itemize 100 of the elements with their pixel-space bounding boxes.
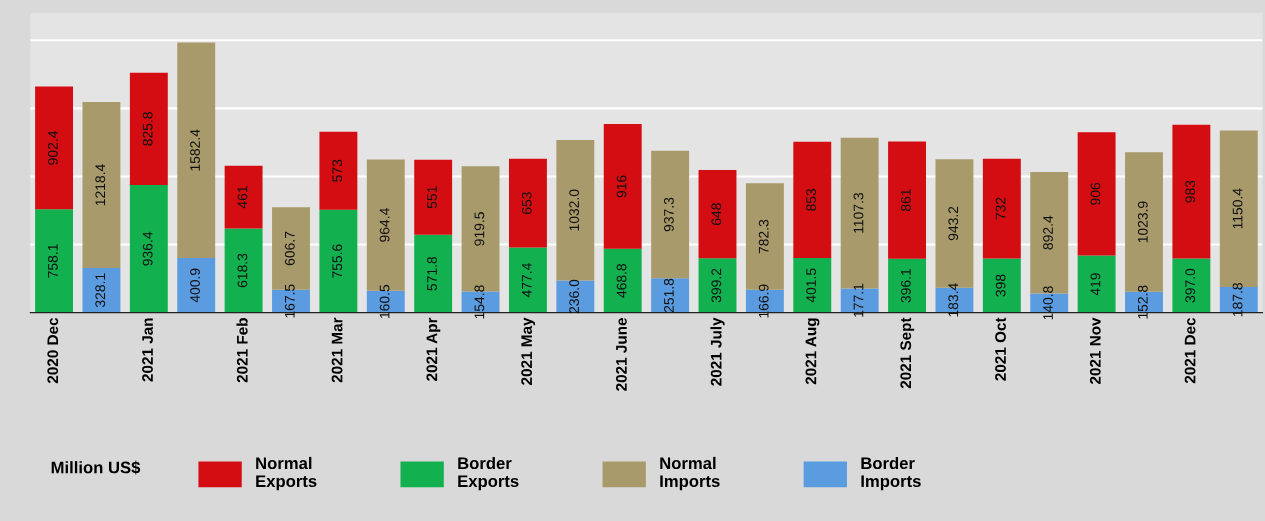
- data-label: 400.9: [190, 268, 200, 303]
- data-label: 758.1: [47, 244, 58, 278]
- data-label: 732: [995, 197, 1006, 220]
- legend-label: Normal Imports: [660, 456, 720, 491]
- data-label: 1150.4: [1232, 188, 1243, 229]
- bar: [603, 124, 642, 249]
- data-label: 916: [616, 175, 627, 198]
- data-label: 906: [1090, 182, 1101, 205]
- data-label: 937.3: [664, 197, 674, 232]
- data-label: 1218.4: [95, 164, 106, 206]
- bar: [793, 257, 832, 313]
- x-tick-label: 2020 Dec: [47, 317, 59, 384]
- data-label: 328.1: [95, 273, 106, 308]
- x-tick-label: 2021 Apr: [426, 317, 441, 381]
- data-label: 177.1: [853, 283, 864, 317]
- bar: [556, 139, 595, 281]
- bar: [1172, 124, 1211, 259]
- bar: [35, 209, 74, 313]
- data-label: 964.4: [379, 208, 390, 242]
- data-label: 902.4: [47, 130, 58, 165]
- x-tick-label: 2021 Sept: [900, 317, 915, 389]
- data-label: 461: [237, 186, 248, 209]
- bar: [177, 258, 216, 313]
- data-label: 648: [711, 203, 722, 225]
- x-tick-label: 2021 Aug: [805, 318, 820, 385]
- bar: [556, 280, 595, 313]
- data-label: 187.8: [1232, 283, 1243, 317]
- data-label: 551: [427, 186, 437, 209]
- data-label: 401.5: [806, 268, 816, 303]
- data-label: 653: [521, 192, 532, 215]
- bar: [82, 267, 121, 313]
- data-label: 152.8: [1137, 285, 1148, 319]
- bar: [129, 72, 168, 186]
- data-label: 1023.9: [1137, 201, 1148, 243]
- data-label: 477.4: [521, 263, 532, 298]
- bar: [982, 258, 1021, 313]
- data-label: 183.4: [948, 283, 959, 317]
- bar: [129, 185, 168, 313]
- data-label: 606.7: [284, 231, 295, 266]
- bar: [1077, 132, 1116, 256]
- data-label: 1032.0: [569, 189, 580, 231]
- bar: [793, 141, 832, 258]
- x-tick-label: 2021 Nov: [1089, 317, 1101, 385]
- x-tick-label: 2021 July: [710, 317, 725, 386]
- data-label: 419: [1090, 273, 1101, 296]
- bar: [651, 278, 690, 313]
- data-label: 396.1: [900, 268, 911, 303]
- bar: [35, 86, 74, 210]
- x-tick-label: 2021 Mar: [331, 317, 343, 383]
- data-label: 919.5: [474, 212, 485, 246]
- bar: [319, 131, 358, 210]
- bar: [508, 247, 547, 313]
- x-tick-label: 2021 June: [616, 317, 627, 391]
- data-label: 861: [900, 189, 911, 212]
- bar: [698, 258, 737, 313]
- data-label: 825.8: [142, 112, 153, 146]
- x-tick-label: 2021 Feb: [236, 318, 248, 383]
- data-label: 983: [1185, 180, 1196, 203]
- data-label: 397.0: [1185, 268, 1196, 303]
- data-label: 573: [332, 159, 343, 182]
- bar: [414, 234, 453, 313]
- data-label: 782.3: [758, 219, 769, 254]
- data-label: 618.3: [237, 253, 248, 288]
- bar: [698, 170, 737, 259]
- x-tick-label: 2021 Jan: [142, 318, 153, 382]
- bar: [888, 258, 927, 313]
- bar: [319, 209, 358, 313]
- data-label: 1582.4: [190, 129, 200, 171]
- data-label: 853: [806, 188, 816, 211]
- data-label: 571.8: [427, 256, 437, 291]
- data-label: 167.5: [284, 284, 295, 318]
- bar: [414, 159, 453, 235]
- bar: [508, 158, 547, 248]
- bar: [224, 228, 263, 313]
- bar: [82, 102, 121, 268]
- bar: [603, 248, 642, 313]
- x-tick-label: 2021 May: [521, 317, 536, 385]
- bar: [982, 158, 1021, 259]
- legend-label: Border Imports: [861, 456, 921, 491]
- bar: [224, 165, 263, 229]
- data-label: 399.2: [711, 268, 722, 303]
- data-label: 943.2: [948, 206, 959, 241]
- legend-label: Normal Exports: [256, 456, 317, 491]
- bar: [888, 141, 927, 259]
- data-label: 398: [995, 274, 1006, 297]
- bar: [1172, 258, 1211, 313]
- data-label: 140.8: [1043, 286, 1053, 320]
- data-label: 166.9: [758, 284, 769, 318]
- data-label: 251.8: [664, 278, 674, 313]
- legend-label: Border Exports: [458, 456, 519, 491]
- data-label: 154.8: [474, 285, 485, 319]
- legend-title: Million US$: [51, 460, 141, 475]
- x-tick-label: 2021 Oct: [995, 317, 1006, 381]
- bar: [651, 150, 690, 279]
- data-label: 936.4: [142, 231, 153, 266]
- data-label: 755.6: [332, 244, 343, 278]
- bar: [1077, 255, 1116, 313]
- data-label: 236.0: [569, 279, 580, 314]
- data-label: 892.4: [1043, 215, 1053, 250]
- data-label: 160.5: [379, 284, 390, 318]
